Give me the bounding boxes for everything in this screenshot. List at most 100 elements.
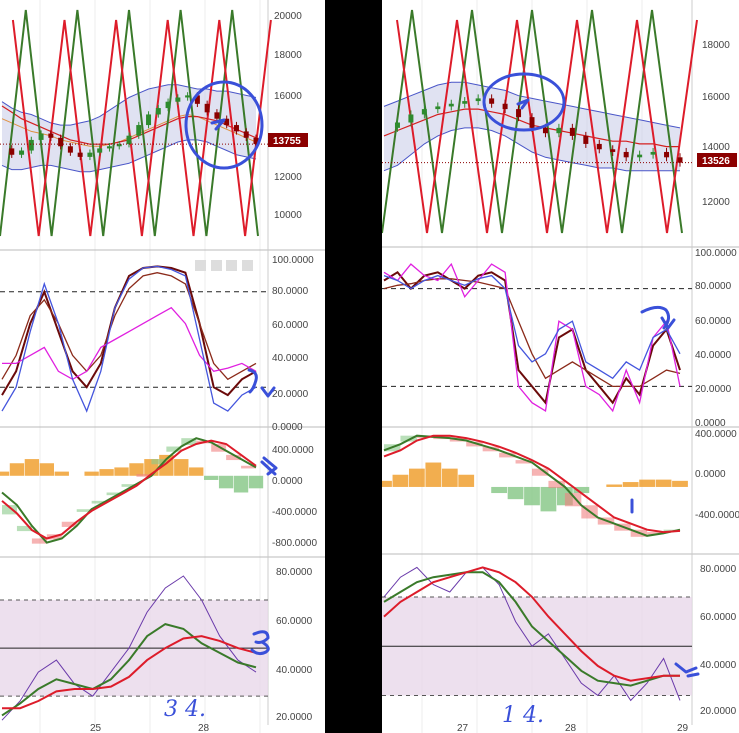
macd-cloud-segment — [166, 446, 182, 452]
macd-histogram-bar — [84, 471, 99, 476]
right-stoch-label: 0.0000 — [695, 418, 726, 429]
left-rsi-axis: 80.0000 60.0000 40.0000 20.0000 — [276, 567, 313, 723]
right-annotations: 1 4. — [482, 72, 700, 728]
candle-body — [136, 125, 142, 136]
candle-body — [489, 98, 495, 104]
macd-cloud-segment — [466, 441, 483, 447]
right-stoch-label: 60.0000 — [695, 316, 732, 327]
right-price-label: 18000 — [702, 40, 730, 51]
macd-histogram-bar — [382, 480, 392, 487]
macd-cloud-segment — [482, 446, 500, 452]
stochastic-line — [383, 262, 681, 413]
macd-cloud-segment — [2, 505, 17, 515]
macd-histogram-bar — [39, 463, 54, 476]
left-annotations: 3 4. — [164, 80, 278, 722]
candle-body — [542, 127, 548, 134]
left-toolbar — [195, 260, 253, 271]
right-rsi-label: 40.0000 — [700, 660, 737, 671]
rsi-line — [383, 571, 680, 687]
candle-body — [583, 135, 589, 144]
right-stochastic-panel — [382, 262, 692, 413]
annotation-arrow — [210, 118, 226, 131]
macd-histogram-bar — [54, 471, 69, 476]
macd-histogram-bar — [507, 486, 524, 500]
stochastic-line — [1, 265, 257, 413]
left-stochastic-axis: 100.0000 80.0000 60.0000 40.0000 20.0000… — [272, 255, 314, 433]
left-rsi-label: 20.0000 — [276, 712, 313, 723]
macd-histogram-bar — [233, 475, 249, 493]
candle-body — [677, 157, 683, 163]
tool-button[interactable] — [211, 260, 222, 271]
left-price-label: 10000 — [274, 210, 302, 221]
left-price-axis: 20000 18000 16000 12000 10000 — [274, 11, 302, 221]
right-price-label: 14000 — [702, 142, 730, 153]
candle-body — [435, 106, 441, 110]
macd-cloud-segment — [151, 459, 167, 465]
macd-histogram-bar — [392, 474, 409, 487]
macd-cloud-segment — [400, 435, 417, 442]
right-rsi-label: 60.0000 — [700, 612, 737, 623]
macd-cloud-segment — [647, 532, 664, 535]
candle-body — [9, 148, 15, 155]
candle-body — [529, 117, 535, 128]
right-macd-label: -400.0000 — [695, 510, 739, 521]
left-rsi-label: 40.0000 — [276, 665, 313, 676]
macd-cloud-segment — [76, 509, 92, 512]
right-stoch-label: 40.0000 — [695, 350, 732, 361]
macd-histogram-bar — [606, 484, 623, 487]
stochastic-line — [1, 265, 257, 397]
right-stoch-label: 80.0000 — [695, 281, 732, 292]
rsi-line — [383, 566, 680, 682]
left-annotation-text: 3 4. — [164, 697, 206, 722]
candle-body — [408, 114, 414, 123]
macd-histogram-bar — [189, 467, 204, 476]
candle-body — [556, 127, 562, 134]
macd-histogram-bar — [204, 475, 219, 480]
right-rsi-label: 20.0000 — [700, 706, 737, 717]
macd-histogram-bar — [441, 468, 458, 487]
macd-histogram-bar — [425, 462, 442, 487]
tool-button[interactable] — [226, 260, 237, 271]
macd-histogram-bar — [114, 467, 129, 476]
tool-button[interactable] — [242, 260, 253, 271]
annotation-scribble — [260, 456, 278, 476]
right-price-label: 16000 — [702, 92, 730, 103]
macd-cloud-segment — [136, 474, 152, 477]
left-macd-axis: 400.0000 0.0000 -400.0000 -800.0000 — [272, 445, 317, 549]
stochastic-line — [383, 270, 681, 405]
candle-body — [87, 152, 93, 157]
right-last-price: 13526 — [702, 156, 730, 167]
left-macd-label: 400.0000 — [272, 445, 314, 456]
stochastic-line — [2, 306, 257, 381]
macd-histogram-bar — [491, 486, 508, 494]
right-stoch-label: 100.0000 — [695, 248, 737, 259]
macd-histogram-bar — [218, 475, 234, 489]
candle-body — [233, 125, 239, 132]
macd-cloud-segment — [16, 525, 32, 532]
left-last-price: 13755 — [273, 136, 301, 147]
left-x-label: 25 — [90, 723, 102, 733]
macd-cloud-segment — [241, 465, 256, 469]
candle-body — [623, 151, 629, 158]
candle-body — [77, 152, 83, 157]
tool-button[interactable] — [195, 260, 206, 271]
candle-body — [28, 139, 34, 151]
macd-histogram-bar — [9, 463, 25, 476]
candle-body — [97, 148, 103, 153]
macd-histogram-bar — [655, 479, 672, 487]
left-chart: 20000 18000 16000 12000 10000 13755 100.… — [0, 0, 325, 733]
right-price-axis: 18000 16000 14000 12000 — [702, 40, 730, 208]
macd-histogram-bar — [524, 486, 540, 506]
annotation-arrow — [516, 98, 530, 110]
macd-cloud-segment — [121, 484, 137, 487]
candle-body — [146, 114, 152, 126]
panel-divider — [325, 0, 382, 733]
left-stoch-label: 80.0000 — [272, 286, 309, 297]
annotation-circle — [184, 80, 264, 170]
right-stochastic-axis: 100.0000 80.0000 60.0000 40.0000 20.0000… — [695, 248, 737, 429]
left-x-axis: 25 28 — [90, 723, 210, 733]
candle-body — [448, 103, 454, 107]
candle-body — [194, 95, 200, 104]
left-price-panel — [0, 9, 272, 237]
